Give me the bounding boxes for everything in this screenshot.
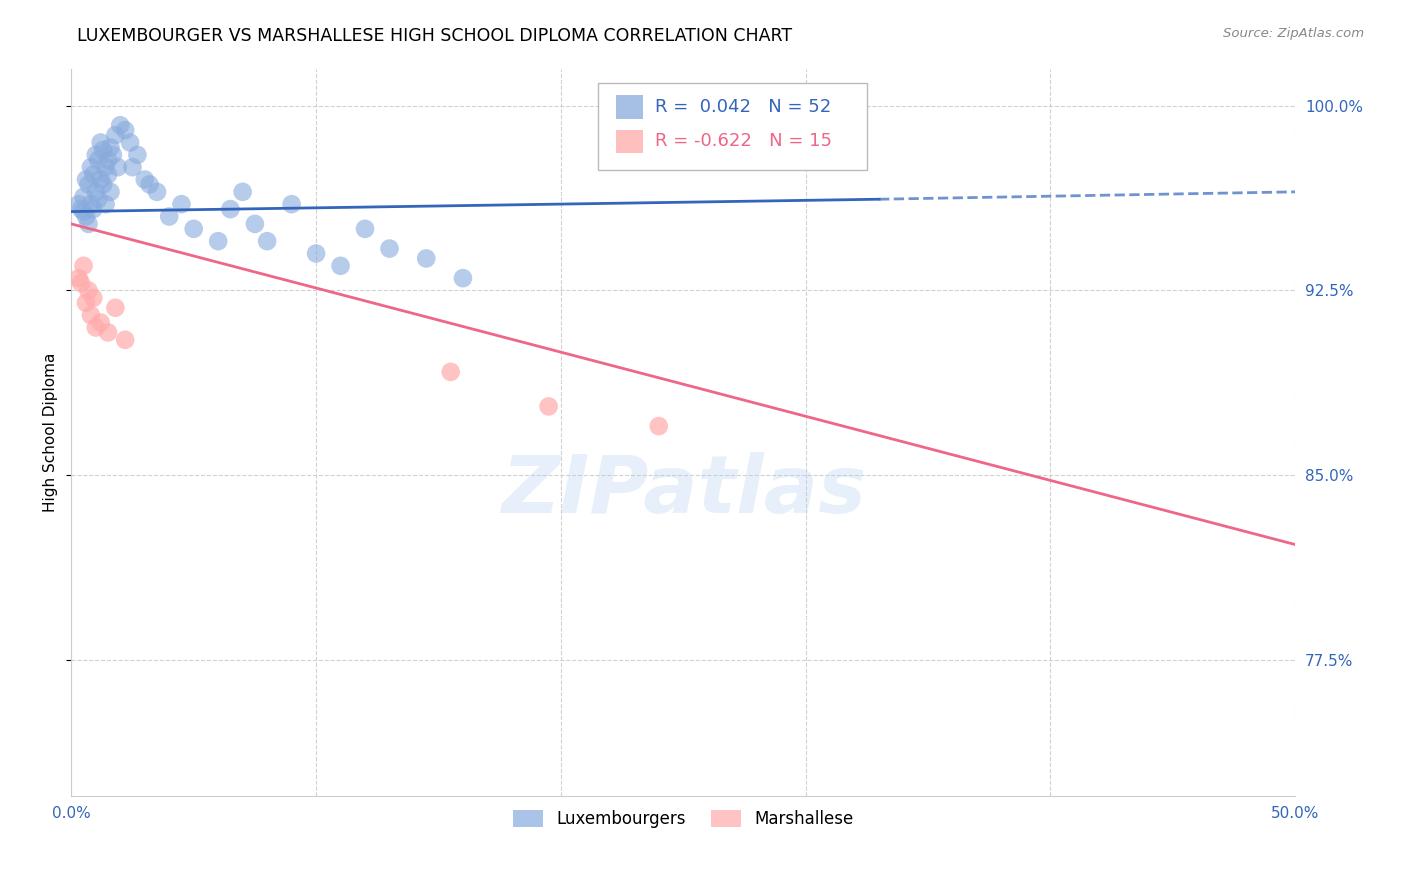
Point bbox=[451, 271, 474, 285]
FancyBboxPatch shape bbox=[616, 95, 643, 119]
Point bbox=[80, 308, 103, 322]
Point bbox=[114, 123, 136, 137]
Point bbox=[100, 140, 122, 154]
Point bbox=[94, 160, 117, 174]
Point bbox=[90, 136, 112, 150]
Point bbox=[183, 222, 205, 236]
Point bbox=[537, 400, 560, 414]
Point bbox=[127, 148, 149, 162]
Point bbox=[219, 202, 242, 216]
Point bbox=[97, 326, 120, 340]
Point bbox=[72, 190, 94, 204]
Text: R =  0.042   N = 52: R = 0.042 N = 52 bbox=[655, 98, 831, 116]
Point bbox=[97, 168, 120, 182]
Point bbox=[120, 136, 142, 150]
Point bbox=[305, 246, 328, 260]
Point bbox=[121, 160, 143, 174]
Point bbox=[90, 316, 112, 330]
Point bbox=[104, 301, 127, 315]
Point bbox=[110, 118, 132, 132]
Point bbox=[256, 234, 278, 248]
Point bbox=[77, 217, 100, 231]
Point bbox=[100, 185, 122, 199]
Point bbox=[70, 202, 93, 216]
Y-axis label: High School Diploma: High School Diploma bbox=[44, 352, 58, 512]
Point bbox=[146, 185, 169, 199]
Point bbox=[170, 197, 193, 211]
Point bbox=[67, 271, 90, 285]
Point bbox=[280, 197, 302, 211]
Point bbox=[70, 276, 93, 290]
Point bbox=[134, 172, 156, 186]
Point bbox=[114, 333, 136, 347]
Point bbox=[138, 178, 160, 192]
Point bbox=[107, 160, 129, 174]
Point bbox=[648, 419, 671, 434]
Point bbox=[84, 320, 107, 334]
Point bbox=[378, 242, 401, 256]
Point bbox=[72, 259, 94, 273]
Point bbox=[91, 178, 114, 192]
Point bbox=[77, 178, 100, 192]
Point bbox=[354, 222, 377, 236]
Point bbox=[329, 259, 352, 273]
Point bbox=[80, 197, 103, 211]
Point bbox=[91, 143, 114, 157]
Point bbox=[67, 197, 90, 211]
Point bbox=[101, 148, 124, 162]
Point bbox=[80, 160, 103, 174]
Point bbox=[87, 153, 110, 167]
Point bbox=[82, 168, 104, 182]
Point bbox=[75, 295, 97, 310]
Point bbox=[84, 148, 107, 162]
Point bbox=[84, 185, 107, 199]
Point bbox=[243, 217, 266, 231]
Text: ZIPatlas: ZIPatlas bbox=[501, 451, 866, 530]
Point bbox=[104, 128, 127, 142]
Point bbox=[75, 210, 97, 224]
FancyBboxPatch shape bbox=[598, 83, 868, 170]
Text: LUXEMBOURGER VS MARSHALLESE HIGH SCHOOL DIPLOMA CORRELATION CHART: LUXEMBOURGER VS MARSHALLESE HIGH SCHOOL … bbox=[77, 27, 793, 45]
Point bbox=[94, 197, 117, 211]
Point bbox=[232, 185, 254, 199]
Point bbox=[82, 291, 104, 305]
Legend: Luxembourgers, Marshallese: Luxembourgers, Marshallese bbox=[506, 804, 860, 835]
Point bbox=[415, 252, 437, 266]
Point bbox=[207, 234, 229, 248]
Point bbox=[75, 172, 97, 186]
Point bbox=[90, 172, 112, 186]
Point bbox=[440, 365, 463, 379]
Point bbox=[87, 192, 110, 206]
Text: R = -0.622   N = 15: R = -0.622 N = 15 bbox=[655, 132, 832, 150]
Point bbox=[97, 153, 120, 167]
Text: Source: ZipAtlas.com: Source: ZipAtlas.com bbox=[1223, 27, 1364, 40]
FancyBboxPatch shape bbox=[616, 129, 643, 153]
Point bbox=[157, 210, 180, 224]
Point bbox=[82, 202, 104, 216]
Point bbox=[72, 204, 94, 219]
Point bbox=[77, 284, 100, 298]
